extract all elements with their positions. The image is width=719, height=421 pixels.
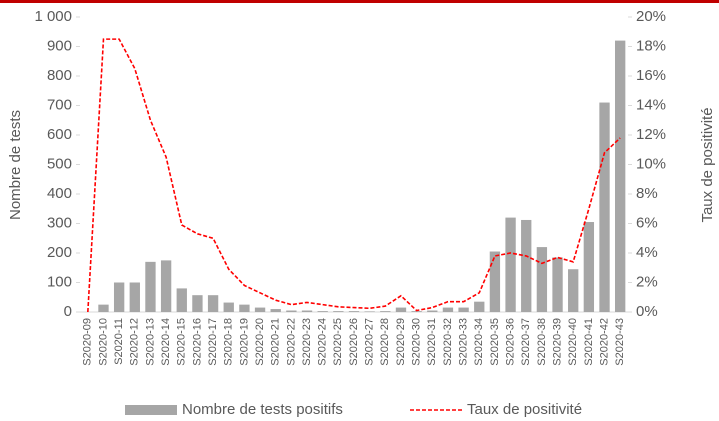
bar <box>239 304 250 312</box>
x-tick-label: S2020-23 <box>301 318 313 366</box>
y-tick-label: 700 <box>47 96 72 113</box>
y2-tick-label: 10% <box>636 155 666 172</box>
x-tick-label: S2020-21 <box>270 318 282 366</box>
legend-label: Nombre de tests positifs <box>182 401 343 418</box>
y2-tick-label: 16% <box>636 67 666 84</box>
x-tick-label: S2020-39 <box>551 318 563 366</box>
y-tick-label: 1 000 <box>34 8 72 25</box>
y-tick-label: 100 <box>47 273 72 290</box>
x-tick-label: S2020-26 <box>348 318 360 366</box>
y2-tick-label: 4% <box>636 244 658 261</box>
x-tick-label: S2020-31 <box>426 318 438 366</box>
bar <box>474 301 485 312</box>
x-tick-label: S2020-40 <box>567 318 579 366</box>
x-tick-label: S2020-10 <box>97 318 109 366</box>
bar <box>364 311 375 312</box>
x-tick-label: S2020-18 <box>223 318 235 366</box>
top-rule <box>0 0 719 3</box>
y2-tick-label: 2% <box>636 273 658 290</box>
y-tick-label: 0 <box>64 303 72 320</box>
bar <box>145 261 156 312</box>
x-tick-label: S2020-13 <box>144 318 156 366</box>
bar <box>505 217 516 312</box>
line <box>87 38 621 313</box>
x-tick-label: S2020-09 <box>82 318 94 366</box>
bar <box>568 269 579 312</box>
x-tick-label: S2020-35 <box>489 318 501 366</box>
x-tick-label: S2020-41 <box>583 318 595 366</box>
x-tick-label: S2020-32 <box>442 318 454 366</box>
y2-tick-label: 12% <box>636 126 666 143</box>
y2-tick-label: 14% <box>636 96 666 113</box>
bar <box>411 311 422 312</box>
bar <box>348 311 360 312</box>
x-tick-label: S2020-11 <box>113 318 125 365</box>
y-tick-label: 600 <box>47 126 72 143</box>
x-tick-label: S2020-27 <box>364 318 376 366</box>
bar <box>380 311 391 312</box>
y2-tick-label: 6% <box>636 214 658 231</box>
bar <box>458 307 469 312</box>
y-axis-title: Nombre de tests <box>7 110 24 220</box>
x-tick-label: S2020-24 <box>317 318 329 366</box>
bar <box>536 247 548 312</box>
bar <box>599 102 610 312</box>
x-tick-label: S2020-25 <box>332 318 344 366</box>
y-tick-label: 200 <box>47 244 72 261</box>
legend-swatch <box>125 405 177 415</box>
x-tick-label: S2020-36 <box>504 318 516 366</box>
y2-tick-label: 0% <box>636 303 658 320</box>
bar <box>207 295 219 312</box>
bar <box>301 310 313 312</box>
y2-tick-label: 18% <box>636 37 666 54</box>
bar <box>317 311 328 312</box>
bar <box>270 309 281 312</box>
x-tick-label: S2020-20 <box>254 318 266 366</box>
x-tick-label: S2020-22 <box>285 318 297 366</box>
bar <box>521 219 532 312</box>
bar <box>427 310 438 312</box>
x-tick-label: S2020-33 <box>458 318 470 366</box>
bar <box>113 282 125 312</box>
bar <box>160 260 172 312</box>
x-tick-label: S2020-38 <box>536 318 548 366</box>
y-tick-label: 900 <box>47 37 72 54</box>
bar <box>254 307 266 312</box>
bar <box>286 310 297 312</box>
x-tick-label: S2020-14 <box>160 318 172 366</box>
x-tick-label: S2020-17 <box>207 318 219 366</box>
bar <box>98 304 109 312</box>
bar <box>552 257 563 312</box>
bar <box>176 288 187 312</box>
bar <box>129 282 140 312</box>
x-tick-label: S2020-30 <box>411 318 423 366</box>
y-tick-label: 400 <box>47 185 72 202</box>
y2-tick-label: 20% <box>636 8 666 25</box>
bar <box>489 251 501 312</box>
x-tick-label: S2020-19 <box>238 318 250 366</box>
y2-axis-title: Taux de positivité <box>699 107 716 222</box>
y-tick-label: 800 <box>47 67 72 84</box>
bar <box>615 40 626 312</box>
x-tick-label: S2020-29 <box>395 318 407 366</box>
y-tick-label: 500 <box>47 155 72 172</box>
bar <box>583 222 595 312</box>
bar <box>223 302 234 312</box>
y-tick-label: 300 <box>47 214 72 231</box>
x-tick-label: S2020-28 <box>379 318 391 366</box>
bar <box>395 307 407 312</box>
y2-tick-label: 8% <box>636 185 658 202</box>
x-tick-label: S2020-16 <box>191 318 203 366</box>
bar <box>333 311 344 312</box>
bar <box>192 295 203 312</box>
x-tick-label: S2020-34 <box>473 318 485 366</box>
bar <box>442 307 454 312</box>
x-tick-label: S2020-43 <box>614 318 626 366</box>
x-tick-label: S2020-15 <box>176 318 188 366</box>
x-tick-label: S2020-37 <box>520 318 532 366</box>
x-tick-label: S2020-42 <box>598 318 610 366</box>
x-tick-label: S2020-12 <box>129 318 141 366</box>
legend-label: Taux de positivité <box>467 401 582 418</box>
